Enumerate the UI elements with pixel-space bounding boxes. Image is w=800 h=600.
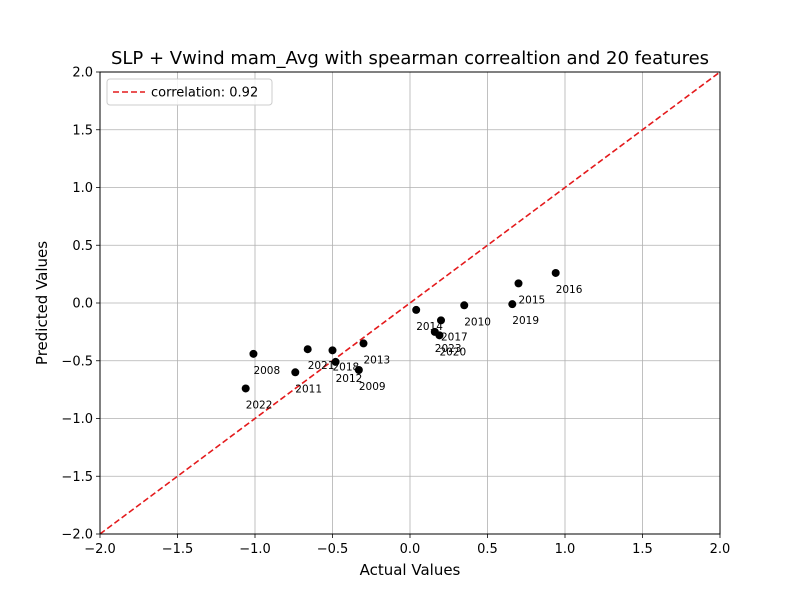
y-tick-label: 0.0 (72, 297, 93, 312)
x-tick-label: 2.0 (710, 542, 731, 557)
y-tick-label: 1.5 (72, 123, 93, 138)
point-label-2008: 2008 (253, 365, 280, 377)
data-point-2010 (460, 301, 469, 310)
y-axis-ticks: −2.0 −1.5 −1.0 −0.5 0.0 0.5 1.0 1.5 2.0 (61, 66, 100, 543)
point-label-2013: 2013 (364, 354, 391, 366)
x-tick-label: −0.5 (317, 542, 349, 557)
x-axis-label: Actual Values (360, 561, 461, 579)
x-tick-label: −1.0 (239, 542, 271, 557)
y-tick-label: −2.0 (61, 528, 93, 543)
chart-title: SLP + Vwind mam_Avg with spearman correa… (111, 48, 709, 69)
data-point-2012 (331, 357, 340, 366)
point-label-2016: 2016 (556, 284, 583, 296)
y-tick-label: 2.0 (72, 66, 93, 81)
point-label-2015: 2015 (519, 294, 546, 306)
data-point-2015 (514, 279, 523, 288)
y-axis-label: Predicted Values (33, 241, 51, 365)
y-tick-label: −1.5 (61, 470, 93, 485)
y-tick-label: −0.5 (61, 354, 93, 369)
points-group (241, 268, 560, 393)
data-point-2019 (508, 300, 517, 309)
x-tick-label: −1.5 (162, 542, 194, 557)
point-label-2022: 2022 (246, 399, 273, 411)
reference-line-group (99, 71, 721, 535)
data-point-2013 (359, 339, 368, 348)
data-point-2022 (241, 384, 250, 393)
point-label-2017: 2017 (441, 331, 468, 343)
point-label-2021: 2021 (308, 360, 335, 372)
data-point-2018 (328, 346, 337, 355)
y-tick-label: −1.0 (61, 412, 93, 427)
point-label-2023: 2023 (435, 343, 462, 355)
data-point-2011 (291, 368, 300, 377)
point-label-2020: 2020 (439, 346, 466, 358)
x-tick-label: 1.0 (555, 542, 576, 557)
point-label-2012: 2012 (336, 373, 363, 385)
point-label-2011: 2011 (295, 383, 322, 395)
point-label-2010: 2010 (464, 316, 491, 328)
data-point-2021 (303, 345, 312, 354)
point-label-2009: 2009 (359, 381, 386, 393)
legend-box (106, 78, 273, 106)
point-label-2014: 2014 (416, 321, 443, 333)
x-tick-label: 0.5 (477, 542, 498, 557)
data-point-2020 (435, 331, 444, 340)
legend-label: correlation: 0.92 (151, 86, 258, 101)
data-point-2016 (551, 268, 560, 277)
x-tick-label: −2.0 (84, 542, 116, 557)
data-point-2017 (437, 316, 445, 325)
data-point-2014 (412, 305, 421, 314)
x-tick-label: 1.5 (632, 542, 653, 557)
legend: correlation: 0.92 (106, 78, 273, 106)
point-label-2019: 2019 (512, 315, 539, 327)
point-label-2018: 2018 (333, 361, 360, 373)
reference-line (99, 71, 721, 535)
x-axis-ticks: −2.0 −1.5 −1.0 −0.5 0.0 0.5 1.0 1.5 2.0 (84, 534, 730, 557)
y-tick-label: 1.0 (72, 181, 93, 196)
data-point-2008 (249, 349, 258, 358)
y-tick-label: 0.5 (72, 239, 93, 254)
data-point-2009 (354, 365, 363, 374)
x-tick-label: 0.0 (400, 542, 421, 557)
